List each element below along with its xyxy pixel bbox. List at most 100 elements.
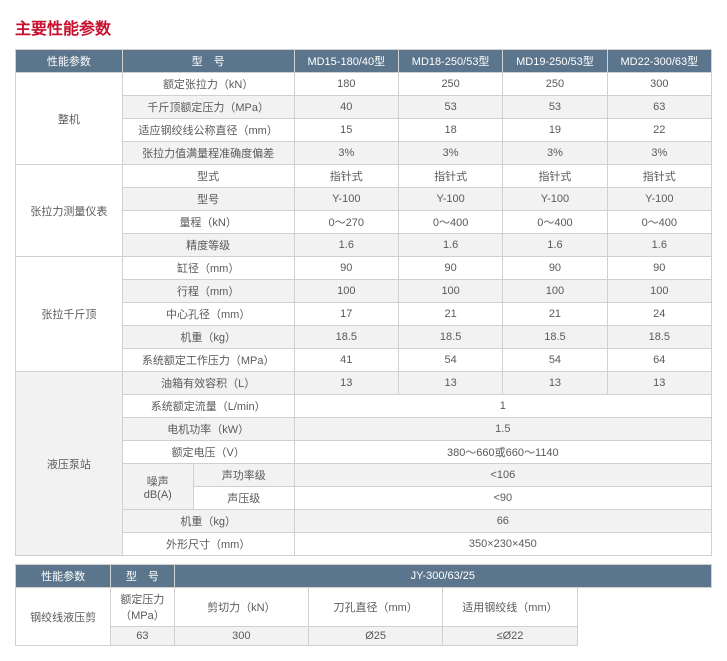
shear-val-3: ≤Ø22 <box>443 627 577 646</box>
param-val: 13 <box>607 372 711 395</box>
param-val: 24 <box>607 303 711 326</box>
param-label: 量程（kN） <box>122 211 294 234</box>
param-val: 53 <box>503 96 607 119</box>
param-val: Y-100 <box>503 188 607 211</box>
spec-table-shear: 性能参数 型 号 JY-300/63/25 钢绞线液压剪 额定压力（MPa） 剪… <box>15 564 712 646</box>
param-val: 380～660或660～1140 <box>294 441 711 464</box>
shear-val-1: 300 <box>174 627 308 646</box>
param-val: 180 <box>294 73 398 96</box>
th-model-label-2: 型 号 <box>111 565 174 588</box>
param-val: 350×230×450 <box>294 533 711 556</box>
param-val: 18.5 <box>607 326 711 349</box>
param-val: 指针式 <box>503 165 607 188</box>
param-val: 100 <box>398 280 502 303</box>
param-val: Y-100 <box>294 188 398 211</box>
param-val: Y-100 <box>607 188 711 211</box>
group-shear: 钢绞线液压剪 <box>16 588 111 646</box>
th-model-0: MD15-180/40型 <box>294 50 398 73</box>
shear-col-3: 适用钢绞线（mm） <box>443 588 577 627</box>
param-val: 90 <box>503 257 607 280</box>
param-label: 张拉力值满量程准确度偏差 <box>122 142 294 165</box>
param-val: 300 <box>607 73 711 96</box>
param-val: 18.5 <box>294 326 398 349</box>
param-val: 18.5 <box>398 326 502 349</box>
th-model-1: MD18-250/53型 <box>398 50 502 73</box>
param-label: 额定张拉力（kN） <box>122 73 294 96</box>
param-val: 250 <box>398 73 502 96</box>
param-val: 250 <box>503 73 607 96</box>
th-model-label: 型 号 <box>122 50 294 73</box>
param-label: 额定电压（V） <box>122 441 294 464</box>
param-val: <106 <box>294 464 711 487</box>
param-label: 外形尺寸（mm） <box>122 533 294 556</box>
param-val: 1.6 <box>607 234 711 257</box>
param-val: Y-100 <box>398 188 502 211</box>
th-shear-model: JY-300/63/25 <box>174 565 711 588</box>
param-val: 13 <box>294 372 398 395</box>
param-val: 90 <box>398 257 502 280</box>
param-val: 21 <box>398 303 502 326</box>
th-model-3: MD22-300/63型 <box>607 50 711 73</box>
param-label: 电机功率（kW） <box>122 418 294 441</box>
param-label: 机重（kg） <box>122 326 294 349</box>
shear-col-1: 剪切力（kN） <box>174 588 308 627</box>
shear-val-2: Ø25 <box>308 627 442 646</box>
param-label: 系统额定工作压力（MPa） <box>122 349 294 372</box>
param-val: 63 <box>607 96 711 119</box>
param-val: 40 <box>294 96 398 119</box>
param-val: 17 <box>294 303 398 326</box>
param-val: 54 <box>398 349 502 372</box>
shear-col-2: 刀孔直径（mm） <box>308 588 442 627</box>
noise-sub: 声功率级 <box>193 464 294 487</box>
noise-sub: 声压级 <box>193 487 294 510</box>
param-val: 1.6 <box>503 234 607 257</box>
param-val: 3% <box>294 142 398 165</box>
param-val: 54 <box>503 349 607 372</box>
param-val: 指针式 <box>398 165 502 188</box>
param-val: 指针式 <box>294 165 398 188</box>
param-val: 0～400 <box>503 211 607 234</box>
param-val: 100 <box>607 280 711 303</box>
param-label: 型号 <box>122 188 294 211</box>
param-val: 1.6 <box>398 234 502 257</box>
param-val: 64 <box>607 349 711 372</box>
param-label: 系统额定流量（L/min） <box>122 395 294 418</box>
param-label: 缸径（mm） <box>122 257 294 280</box>
group-label: 整机 <box>16 73 123 165</box>
page-title: 主要性能参数 <box>15 15 712 39</box>
param-val: 0～270 <box>294 211 398 234</box>
param-val: 53 <box>398 96 502 119</box>
group-pump: 液压泵站 <box>16 372 123 556</box>
param-val: 1.5 <box>294 418 711 441</box>
param-val: 3% <box>503 142 607 165</box>
param-label: 精度等级 <box>122 234 294 257</box>
param-label: 机重（kg） <box>122 510 294 533</box>
param-label: 行程（mm） <box>122 280 294 303</box>
param-val: 13 <box>503 372 607 395</box>
param-val: 90 <box>294 257 398 280</box>
param-val: 22 <box>607 119 711 142</box>
param-label: 适应钢绞线公称直径（mm） <box>122 119 294 142</box>
shear-col-0: 额定压力（MPa） <box>111 588 174 627</box>
param-val: 指针式 <box>607 165 711 188</box>
param-val: 0～400 <box>398 211 502 234</box>
param-val: 3% <box>607 142 711 165</box>
group-label: 张拉千斤顶 <box>16 257 123 372</box>
th-perf-2: 性能参数 <box>16 565 111 588</box>
param-val: 18 <box>398 119 502 142</box>
param-val: 19 <box>503 119 607 142</box>
param-val: 41 <box>294 349 398 372</box>
param-val: 15 <box>294 119 398 142</box>
param-label: 千斤顶额定压力（MPa） <box>122 96 294 119</box>
th-model-2: MD19-250/53型 <box>503 50 607 73</box>
param-val: 1.6 <box>294 234 398 257</box>
noise-label: 噪声 dB(A) <box>122 464 193 510</box>
group-label: 张拉力测量仪表 <box>16 165 123 257</box>
param-val: 13 <box>398 372 502 395</box>
param-label: 中心孔径（mm） <box>122 303 294 326</box>
param-val: 0～400 <box>607 211 711 234</box>
param-val: 66 <box>294 510 711 533</box>
param-val: 100 <box>503 280 607 303</box>
param-label: 油箱有效容积（L） <box>122 372 294 395</box>
spec-table-main: 性能参数 型 号 MD15-180/40型 MD18-250/53型 MD19-… <box>15 49 712 556</box>
